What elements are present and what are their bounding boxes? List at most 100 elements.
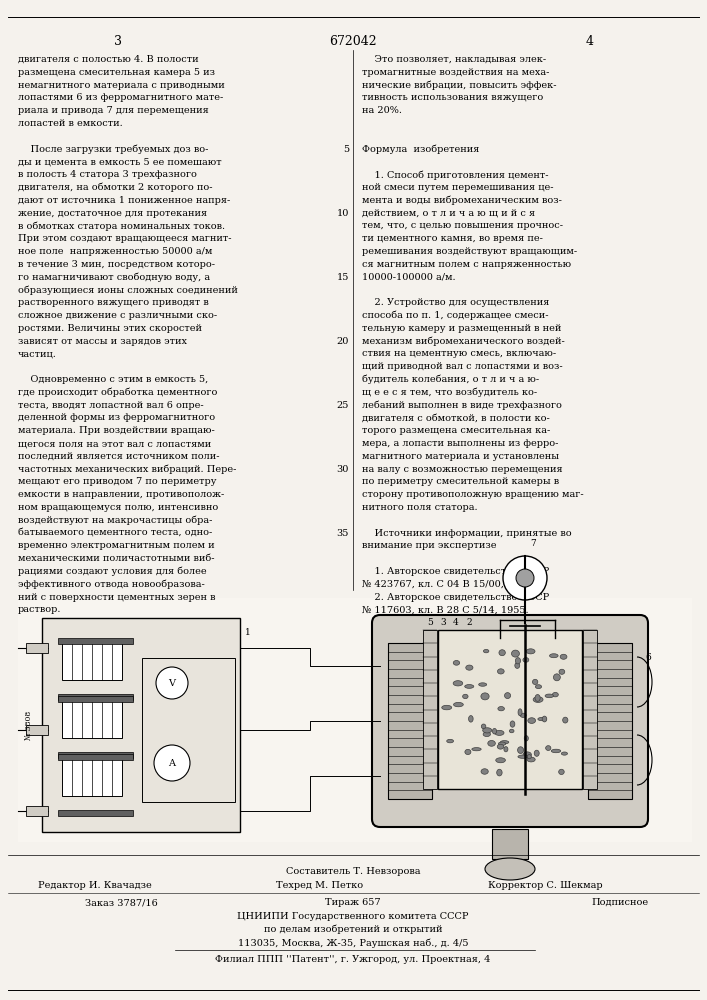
Text: 2. Устройство для осуществления: 2. Устройство для осуществления [362,298,549,307]
Circle shape [516,569,534,587]
Bar [62,698,122,738]
Ellipse shape [472,748,481,751]
Text: материала. При воздействии вращаю-: материала. При воздействии вращаю- [18,426,215,435]
Text: 30: 30 [337,465,349,474]
Text: 1. Способ приготовления цемент-: 1. Способ приготовления цемент- [362,170,549,180]
Ellipse shape [483,732,491,737]
Text: ное поле  напряженностью 50000 а/м: ное поле напряженностью 50000 а/м [18,247,212,256]
Ellipse shape [559,769,564,775]
Ellipse shape [509,729,514,733]
Text: лопастями 6 из ферромагнитного мате-: лопастями 6 из ферромагнитного мате- [18,93,223,102]
Text: 3: 3 [114,35,122,48]
Text: немагнитного материала с приводными: немагнитного материала с приводными [18,81,225,90]
Text: Формула  изобретения: Формула изобретения [362,145,479,154]
Ellipse shape [495,730,504,735]
Text: лопастей в емкости.: лопастей в емкости. [18,119,123,128]
FancyBboxPatch shape [372,615,648,827]
Text: ствия на цементную смесь, включаю-: ствия на цементную смесь, включаю- [362,349,556,358]
Ellipse shape [515,658,520,664]
Text: зависят от массы и зарядов этих: зависят от массы и зарядов этих [18,337,187,346]
Text: на 20%.: на 20%. [362,106,402,115]
Bar [62,756,122,796]
Bar [588,643,632,799]
Text: жение, достаточное для протекания: жение, достаточное для протекания [18,209,207,218]
Bar [583,630,597,789]
Circle shape [156,667,188,699]
Text: магнитного материала и установлены: магнитного материала и установлены [362,452,559,461]
Text: в течение 3 мин, посредством которо-: в течение 3 мин, посредством которо- [18,260,215,269]
Bar [58,696,133,702]
Text: растворенного вяжущего приводят в: растворенного вяжущего приводят в [18,298,209,307]
Ellipse shape [518,755,528,758]
Text: щегося поля на этот вал с лопастями: щегося поля на этот вал с лопастями [18,439,211,448]
Text: щ е е с я тем, что возбудитель ко-: щ е е с я тем, что возбудитель ко- [362,388,537,397]
Text: по периметру смесительной камеры в: по периметру смесительной камеры в [362,477,559,486]
Text: торого размещена смесительная ка-: торого размещена смесительная ка- [362,426,550,435]
Ellipse shape [528,718,535,723]
Text: 1: 1 [245,628,251,637]
Text: тромагнитные воздействия на меха-: тромагнитные воздействия на меха- [362,68,549,77]
Ellipse shape [498,742,506,745]
Ellipse shape [479,683,486,686]
Ellipse shape [496,758,506,763]
Text: При этом создают вращающееся магнит-: При этом создают вращающееся магнит- [18,234,231,243]
Ellipse shape [535,685,542,689]
Ellipse shape [447,739,453,743]
Ellipse shape [501,741,509,744]
Ellipse shape [534,750,539,756]
Text: № 423767, кл. С 04 В 15/00, 1972,: № 423767, кл. С 04 В 15/00, 1972, [362,580,535,589]
Ellipse shape [464,685,474,688]
Text: 2: 2 [466,618,472,627]
Text: тельную камеру и размещенный в ней: тельную камеру и размещенный в ней [362,324,561,333]
Ellipse shape [504,747,508,752]
Text: ремешивания воздействуют вращающим-: ремешивания воздействуют вращающим- [362,247,577,256]
Text: механизм вибромеханического воздей-: механизм вибромеханического воздей- [362,337,565,346]
Bar [58,810,133,816]
Ellipse shape [538,717,547,721]
Text: ростями. Величины этих скоростей: ростями. Величины этих скоростей [18,324,202,333]
Bar [142,658,235,802]
Text: дают от источника 1 пониженное напря-: дают от источника 1 пониженное напря- [18,196,230,205]
Ellipse shape [554,674,561,681]
Text: тем, что, с целью повышения прочнос-: тем, что, с целью повышения прочнос- [362,221,563,230]
Text: частиц.: частиц. [18,349,57,358]
Text: № 117603, кл. В 28 С 5/14, 1955.: № 117603, кл. В 28 С 5/14, 1955. [362,605,529,614]
Bar [62,640,122,680]
Bar [388,643,432,799]
Text: мещают его приводом 7 по периметру: мещают его приводом 7 по периметру [18,477,216,486]
Text: теста, вводят лопастной вал 6 опре-: теста, вводят лопастной вал 6 опре- [18,401,204,410]
Text: эффективного отвода новообразова-: эффективного отвода новообразова- [18,580,205,589]
Text: Тираж 657: Тираж 657 [325,898,381,907]
Text: 10: 10 [337,209,349,218]
Circle shape [154,745,190,781]
Text: Филиал ППП ''Патент'', г. Ужгород, ул. Проектная, 4: Филиал ППП ''Патент'', г. Ужгород, ул. П… [216,955,491,964]
Text: ном вращающемуся полю, интенсивно: ном вращающемуся полю, интенсивно [18,503,218,512]
Ellipse shape [518,747,524,753]
Text: 25: 25 [337,401,349,410]
Ellipse shape [527,757,535,762]
Text: 3: 3 [440,618,446,627]
Ellipse shape [542,716,547,722]
Ellipse shape [510,721,515,727]
Ellipse shape [518,709,522,716]
Bar [26,643,48,653]
Text: 5: 5 [343,145,349,154]
Ellipse shape [545,694,554,698]
Ellipse shape [549,654,558,658]
Text: 10000-100000 а/м.: 10000-100000 а/м. [362,273,455,282]
Text: образующиеся ионы сложных соединений: образующиеся ионы сложных соединений [18,285,238,295]
Text: После загрузки требуемых доз во-: После загрузки требуемых доз во- [18,145,209,154]
Text: сложное движение с различными ско-: сложное движение с различными ско- [18,311,217,320]
Text: 35: 35 [337,529,349,538]
Text: раствор.: раствор. [18,605,62,614]
Text: 20: 20 [337,337,349,346]
Text: Редактор И. Квачадзе: Редактор И. Квачадзе [38,881,152,890]
Ellipse shape [523,752,532,757]
Bar [58,754,133,760]
Text: частотных механических вибраций. Пере-: частотных механических вибраций. Пере- [18,465,236,474]
Text: по делам изобретений и открытий: по делам изобретений и открытий [264,925,443,934]
Ellipse shape [462,694,468,699]
Text: Заказ 3787/16: Заказ 3787/16 [85,898,158,907]
Text: A: A [168,758,175,768]
Text: го намагничивают свободную воду, а: го намагничивают свободную воду, а [18,273,210,282]
